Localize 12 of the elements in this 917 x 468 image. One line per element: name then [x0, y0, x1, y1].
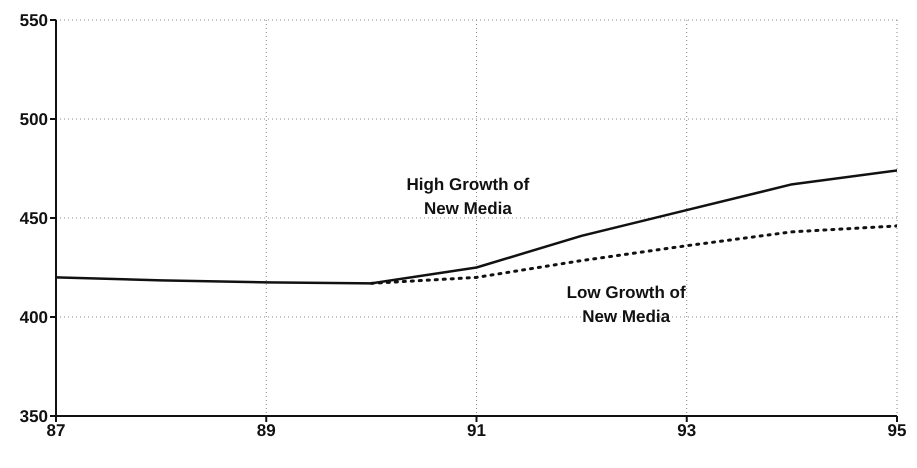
x-tick-label: 91 — [467, 421, 486, 440]
x-tick-label: 93 — [677, 421, 696, 440]
series-label: High Growth of New Media — [406, 174, 530, 220]
y-tick-label: 550 — [20, 11, 48, 30]
y-tick-label: 450 — [20, 209, 48, 228]
x-tick-label: 87 — [46, 421, 66, 440]
x-tick-label: 95 — [888, 421, 906, 440]
y-tick-label: 350 — [20, 407, 48, 426]
x-tick-label: 89 — [256, 421, 276, 440]
y-tick-label: 400 — [20, 308, 48, 328]
series-label: Low Growth of New Media — [566, 282, 686, 328]
y-tick-label: 500 — [20, 110, 48, 130]
